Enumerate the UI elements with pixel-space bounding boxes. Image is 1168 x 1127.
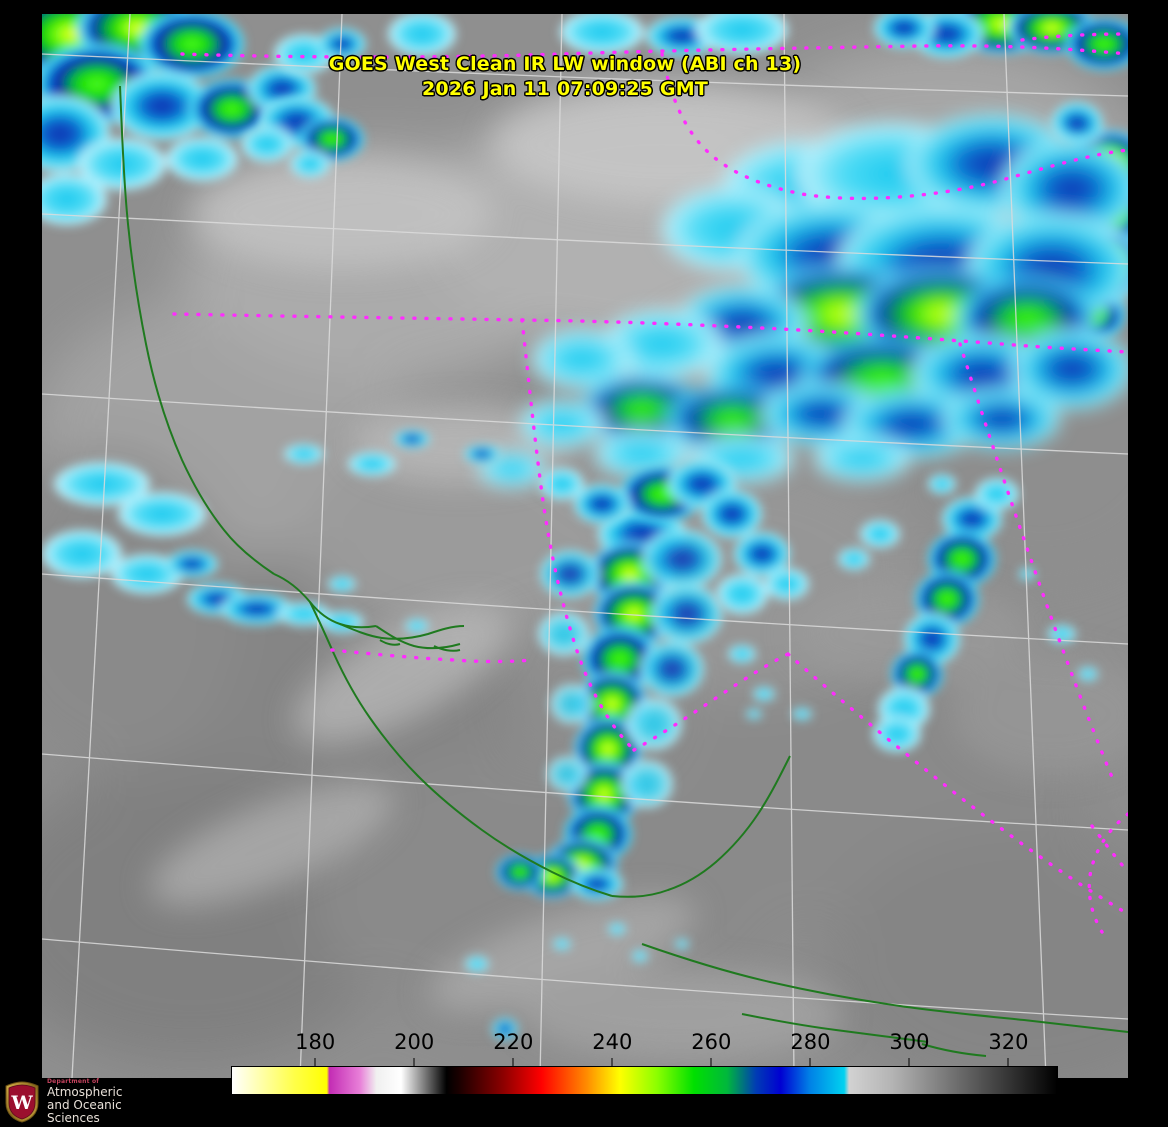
colorbar-tick-label-200: 200 [394, 1030, 435, 1054]
uw-crest-icon: W [3, 1080, 41, 1123]
colorbar-tick-mark-220 [512, 1058, 514, 1066]
colorbar-tick-label-180: 180 [295, 1030, 336, 1054]
logo-name-line2: and Oceanic Sciences [47, 1097, 122, 1125]
cloud-patch-north [388, 14, 788, 56]
cloud-band-northeast [478, 114, 1128, 487]
svg-text:W: W [10, 1092, 33, 1114]
colorbar-tick-mark-280 [809, 1058, 811, 1066]
colorbar-tick-mark-200 [413, 1058, 415, 1066]
colorbar-legend[interactable]: 180 200 220 240 260 280 300 320 [231, 1030, 1058, 1095]
colorbar-tick-label-240: 240 [592, 1030, 633, 1054]
uw-aos-logo: W Department of Atmospheric and Oceanic … [0, 1078, 160, 1125]
colorbar-tick-labels: 180 200 220 240 260 280 300 320 [231, 1030, 1058, 1058]
cloud-band-baja [496, 506, 723, 900]
cloud-cluster-northwest [42, 14, 316, 225]
colorbar-tick-mark-300 [908, 1058, 910, 1066]
logo-department-line: Department of [47, 1077, 100, 1085]
colorbar-gradient [232, 1067, 1057, 1094]
cloud-cluster-east-linear [838, 474, 1019, 752]
logo-name-line1: Atmospheric [47, 1084, 123, 1099]
satellite-ir-image[interactable] [42, 14, 1128, 1078]
colorbar-tick-mark-240 [611, 1058, 613, 1066]
cloud-cluster-north-central [241, 28, 366, 178]
colorbar-tick-label-220: 220 [493, 1030, 534, 1054]
cloud-cells-scattered-west [42, 430, 500, 633]
colorbar-tick-label-320: 320 [988, 1030, 1029, 1054]
colorbar-tick-label-280: 280 [790, 1030, 831, 1054]
colorbar-tick-mark-180 [314, 1058, 316, 1066]
cloud-cluster-northeast-bright [874, 14, 1128, 70]
colorbar-tick-label-260: 260 [691, 1030, 732, 1054]
colorbar-tick-mark-320 [1007, 1058, 1009, 1066]
satellite-image-panel[interactable] [42, 14, 1128, 1078]
mid-cloud-streaks [150, 84, 1128, 1059]
colorbar-tick-mark-260 [710, 1058, 712, 1066]
cloud-band-baja-north [540, 460, 809, 614]
colorbar-tick-label-300: 300 [889, 1030, 930, 1054]
colorbar-tick-marks [231, 1058, 1058, 1066]
cloud-cells-scattered-misc [465, 568, 1098, 1040]
coastline [119, 85, 1128, 1057]
colorbar-ramp[interactable] [231, 1066, 1058, 1095]
political-borders [172, 32, 1128, 934]
logo-text-block: Department of Atmospheric and Oceanic Sc… [47, 1077, 160, 1125]
